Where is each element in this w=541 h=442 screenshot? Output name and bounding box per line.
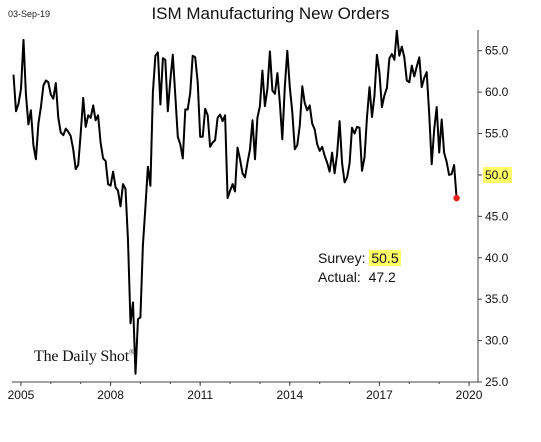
last-data-point — [453, 194, 460, 202]
logo-registered-mark: ® — [128, 348, 135, 357]
actual-annotation: Actual: 47.2 — [318, 269, 396, 285]
x-tick-label: 2005 — [8, 388, 35, 402]
logo-text: The Daily Shot — [34, 348, 129, 365]
x-tick-label: 2017 — [366, 388, 393, 402]
survey-label: Survey: — [318, 250, 366, 266]
y-tick-label: 55.0 — [485, 127, 509, 141]
y-tick-label: 50.0 — [485, 168, 509, 182]
daily-shot-logo: The Daily Shot® — [34, 348, 134, 366]
actual-value: 47.2 — [368, 269, 396, 285]
x-tick-label: 2020 — [456, 388, 483, 402]
survey-annotation: Survey: 50.5 — [318, 250, 401, 266]
y-tick-label: 30.0 — [485, 334, 509, 348]
series-line — [12, 29, 458, 375]
y-tick-label: 40.0 — [485, 251, 509, 265]
chart-title: ISM Manufacturing New Orders — [151, 4, 390, 23]
x-tick-label: 2008 — [97, 388, 124, 402]
y-tick-highlight — [483, 166, 512, 183]
x-tick-label: 2011 — [187, 388, 213, 402]
y-tick-label: 35.0 — [485, 292, 509, 306]
survey-value: 50.5 — [369, 250, 401, 266]
actual-label: Actual: — [318, 269, 361, 285]
y-tick-label: 60.0 — [485, 85, 509, 99]
y-tick-label: 45.0 — [485, 209, 509, 223]
y-tick-label: 65.0 — [485, 44, 509, 58]
y-tick-label: 25.0 — [485, 375, 509, 389]
x-tick-label: 2014 — [276, 388, 303, 402]
chart-date: 03-Sep-19 — [8, 9, 51, 19]
